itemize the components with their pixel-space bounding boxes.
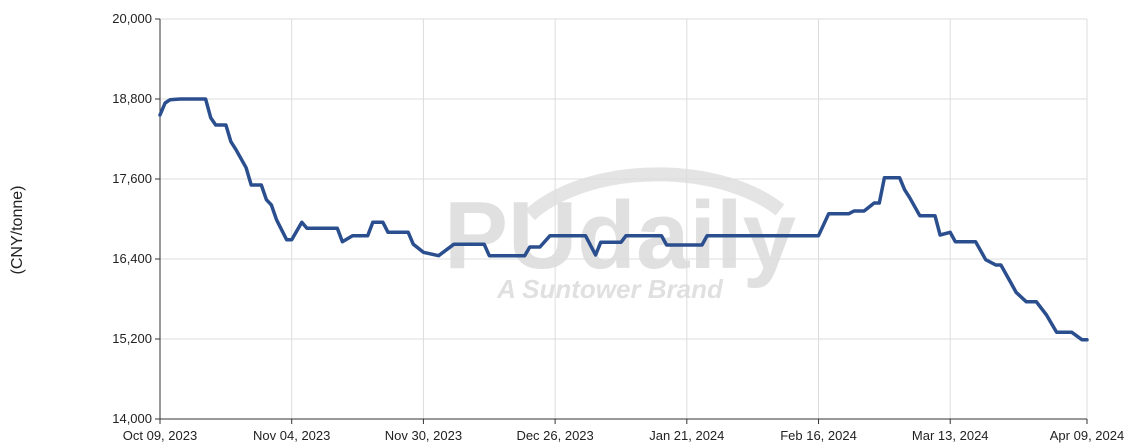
x-tick-label: Nov 30, 2023 [385, 428, 462, 443]
y-axis-label: (CNY/tonne) [9, 186, 26, 275]
line-series [158, 97, 1089, 342]
x-tick-label: Mar 13, 2024 [912, 428, 989, 443]
x-tick-label: Oct 09, 2023 [123, 428, 197, 443]
x-tick-label: Apr 09, 2024 [1050, 428, 1124, 443]
y-tick-label: 14,000 [112, 411, 152, 426]
x-tick-label: Nov 04, 2023 [253, 428, 330, 443]
x-tick-label: Jan 21, 2024 [649, 428, 724, 443]
watermark: PUdaily A Suntower Brand [444, 167, 796, 304]
x-tick-label: Dec 26, 2023 [516, 428, 593, 443]
y-tick-label: 15,200 [112, 331, 152, 346]
x-tick-label: Feb 16, 2024 [780, 428, 857, 443]
watermark-subtext: A Suntower Brand [496, 274, 724, 304]
y-tick-label: 18,800 [112, 91, 152, 106]
watermark-arc [525, 167, 785, 221]
y-tick-label: 16,400 [112, 251, 152, 266]
y-tick-label: 17,600 [112, 171, 152, 186]
y-tick-label: 20,000 [112, 11, 152, 26]
